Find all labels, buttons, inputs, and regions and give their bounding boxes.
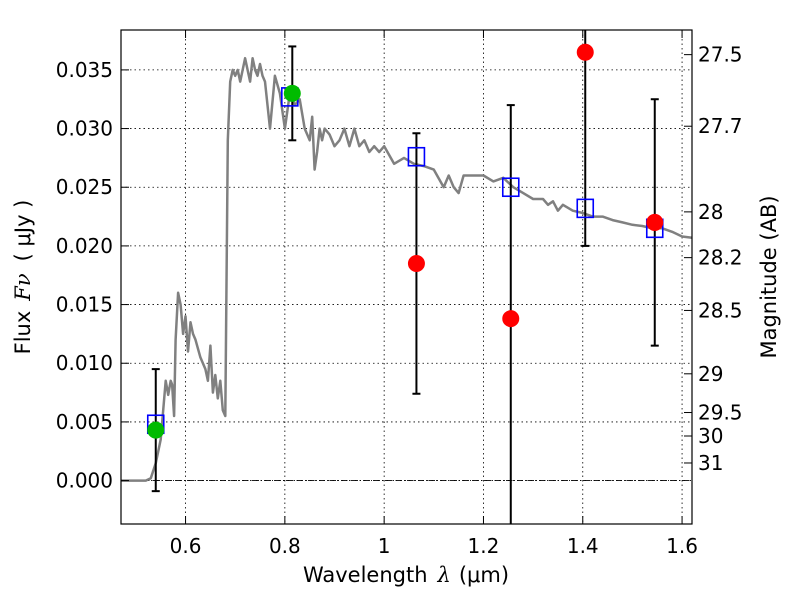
- model-band-square: [407, 146, 426, 167]
- y-tick-label: 0.005: [56, 410, 113, 434]
- x-tick-label: 1.4: [567, 534, 599, 558]
- plot-frame: [120, 29, 693, 525]
- y-axis-title-symbol: Fν: [11, 273, 35, 302]
- y2-tick-label: 28: [698, 200, 723, 224]
- y2-tick-label: 30: [698, 424, 723, 448]
- x-tick-label: 0.8: [269, 534, 301, 558]
- y-tick-label: 0.030: [56, 117, 113, 141]
- y2-tick-label: 27.5: [698, 43, 743, 67]
- tick-labels: 0.6 0.8 1 1.2 1.4 1.6 0.000 0.005 0.010 0.015 0.02…: [56, 43, 743, 558]
- detection-point: [147, 421, 165, 439]
- measurement-point: [576, 43, 594, 61]
- model-spectrum-line: [121, 56, 693, 482]
- grid: [121, 30, 692, 524]
- x-tick-label: 1: [378, 534, 391, 558]
- x-axis-title-symbol: λ: [437, 563, 451, 587]
- y-axis-title-unit: ( μJy ): [11, 200, 35, 262]
- y-tick-label: 0.035: [56, 58, 113, 82]
- x-axis-title-text: Wavelength: [303, 563, 428, 587]
- y-tick-label: 0.025: [56, 175, 113, 199]
- x-tick-label: 1.2: [468, 534, 500, 558]
- ticks-layer: [121, 30, 692, 524]
- y-tick-label: 0.010: [56, 351, 113, 375]
- y2-tick-label: 28.5: [698, 298, 743, 322]
- x-tick-label: 1.6: [666, 534, 698, 558]
- y2-tick-label: 29.5: [698, 401, 743, 425]
- y-axis-title-text: Flux: [11, 311, 35, 355]
- x-axis-title: Wavelength λ (μm): [303, 563, 509, 587]
- spectrum-layer: [121, 56, 693, 482]
- y-tick-label: 0.000: [56, 469, 113, 493]
- y2-tick-label: 28.2: [698, 246, 743, 270]
- y2-tick-label: 29: [698, 362, 723, 386]
- y2-tick-label: 27.7: [698, 114, 743, 138]
- model-band-square: [501, 177, 520, 198]
- y2-axis-title: Magnitude (AB): [757, 195, 781, 358]
- y-tick-label: 0.020: [56, 234, 113, 258]
- x-axis-title-unit: (μm): [459, 563, 509, 587]
- detection-point: [283, 84, 301, 102]
- model-band-square: [576, 198, 595, 219]
- measurement-point: [407, 255, 425, 273]
- marker-layer: [146, 43, 664, 439]
- y2-tick-label: 31: [698, 451, 723, 475]
- measurement-point: [502, 310, 520, 328]
- measurement-point: [646, 213, 664, 231]
- y-axis-title: Flux Fν ( μJy ): [11, 200, 35, 355]
- y-tick-label: 0.015: [56, 293, 113, 317]
- x-tick-label: 0.6: [170, 534, 202, 558]
